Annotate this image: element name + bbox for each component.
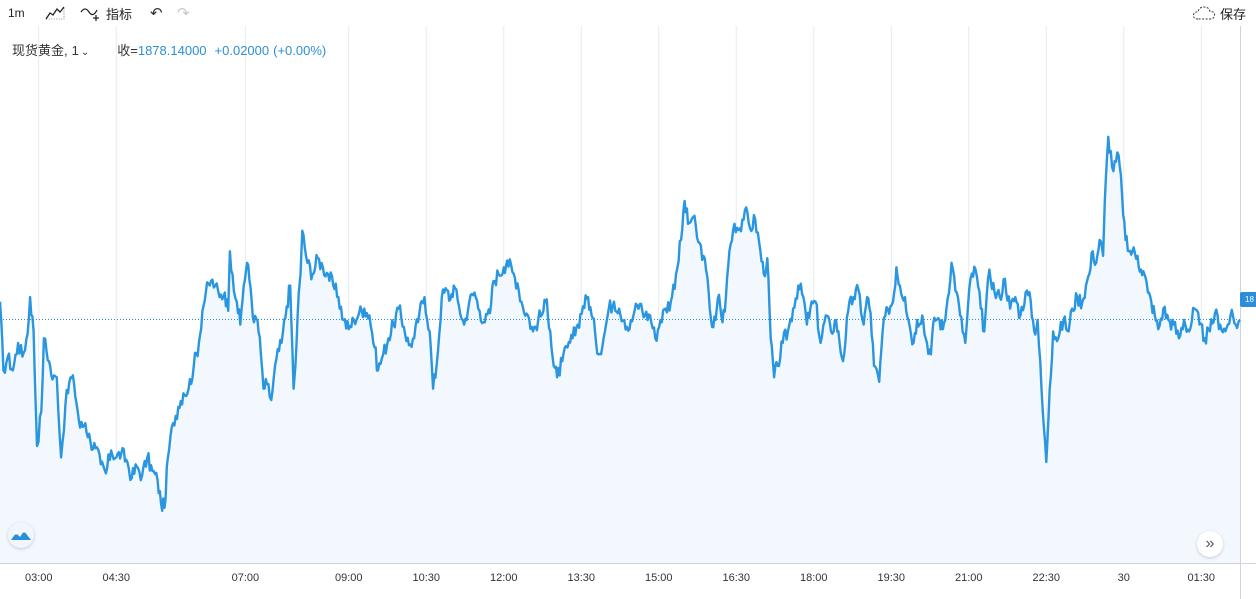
time-tick-label: 04:30 bbox=[102, 572, 130, 584]
time-tick-label: 10:30 bbox=[412, 572, 440, 584]
time-tick-label: 01:30 bbox=[1187, 572, 1215, 584]
save-button[interactable]: 保存 bbox=[1192, 3, 1246, 23]
time-tick-label: 12:00 bbox=[490, 572, 518, 584]
logo-button[interactable] bbox=[8, 522, 34, 548]
area-chart-icon bbox=[45, 6, 65, 20]
time-tick-label: 19:30 bbox=[877, 572, 905, 584]
last-price-tag: 18 bbox=[1240, 292, 1256, 307]
interval-button[interactable]: 1m bbox=[8, 6, 25, 20]
time-tick-label: 22:30 bbox=[1032, 572, 1060, 584]
chevron-double-right-icon: » bbox=[1205, 535, 1215, 552]
time-tick-label: 09:00 bbox=[335, 572, 363, 584]
time-tick-label: 07:00 bbox=[232, 572, 260, 584]
close-label: 收= bbox=[117, 43, 138, 58]
cloud-icon bbox=[1192, 6, 1216, 20]
indicators-icon bbox=[80, 8, 99, 21]
chevron-down-icon[interactable]: ⌄ bbox=[80, 47, 90, 58]
time-tick-label: 18:00 bbox=[800, 572, 828, 584]
tradingview-logo-icon bbox=[11, 529, 31, 540]
symbol-name[interactable]: 现货黄金, bbox=[12, 43, 68, 58]
time-tick-label: 21:00 bbox=[955, 572, 983, 584]
change-value: +0.02000 bbox=[214, 43, 270, 58]
indicators-button[interactable]: 指标 bbox=[80, 3, 132, 23]
undo-button[interactable]: ↶ bbox=[150, 3, 163, 23]
redo-icon: ↷ bbox=[177, 5, 190, 22]
chart-toolbar: 1m 指标 ↶ ↷ 保存 bbox=[0, 0, 1256, 26]
time-tick-label: 16:30 bbox=[722, 572, 750, 584]
time-tick-label: 30 bbox=[1118, 572, 1130, 584]
redo-button[interactable]: ↷ bbox=[177, 3, 190, 23]
chart-type-button[interactable] bbox=[44, 3, 66, 23]
time-tick-label: 15:00 bbox=[645, 572, 673, 584]
series-legend[interactable]: 现货黄金, 1 ⌄ 收=1878.14000 +0.02000 (+0.00%) bbox=[12, 40, 326, 59]
price-chart[interactable]: 03:00 04:30 07:00 09:00 10:30 12:00 13:30 15:00… bbox=[0, 26, 1256, 599]
time-tick-label: 03:00 bbox=[25, 572, 53, 584]
price-area-fill bbox=[0, 136, 1240, 564]
price-line bbox=[0, 135, 1241, 512]
undo-icon: ↶ bbox=[150, 5, 163, 22]
resolution-label[interactable]: 1 bbox=[71, 43, 79, 58]
time-tick-label: 13:30 bbox=[567, 572, 595, 584]
change-percent: (+0.00%) bbox=[273, 43, 327, 58]
time-axis: 03:00 04:30 07:00 09:00 10:30 12:00 13:30 15:00… bbox=[25, 572, 1215, 584]
scroll-to-realtime-button[interactable]: » bbox=[1197, 531, 1223, 557]
save-label: 保存 bbox=[1219, 6, 1246, 22]
close-value: 1878.14000 bbox=[137, 43, 207, 58]
indicators-label: 指标 bbox=[106, 6, 133, 22]
